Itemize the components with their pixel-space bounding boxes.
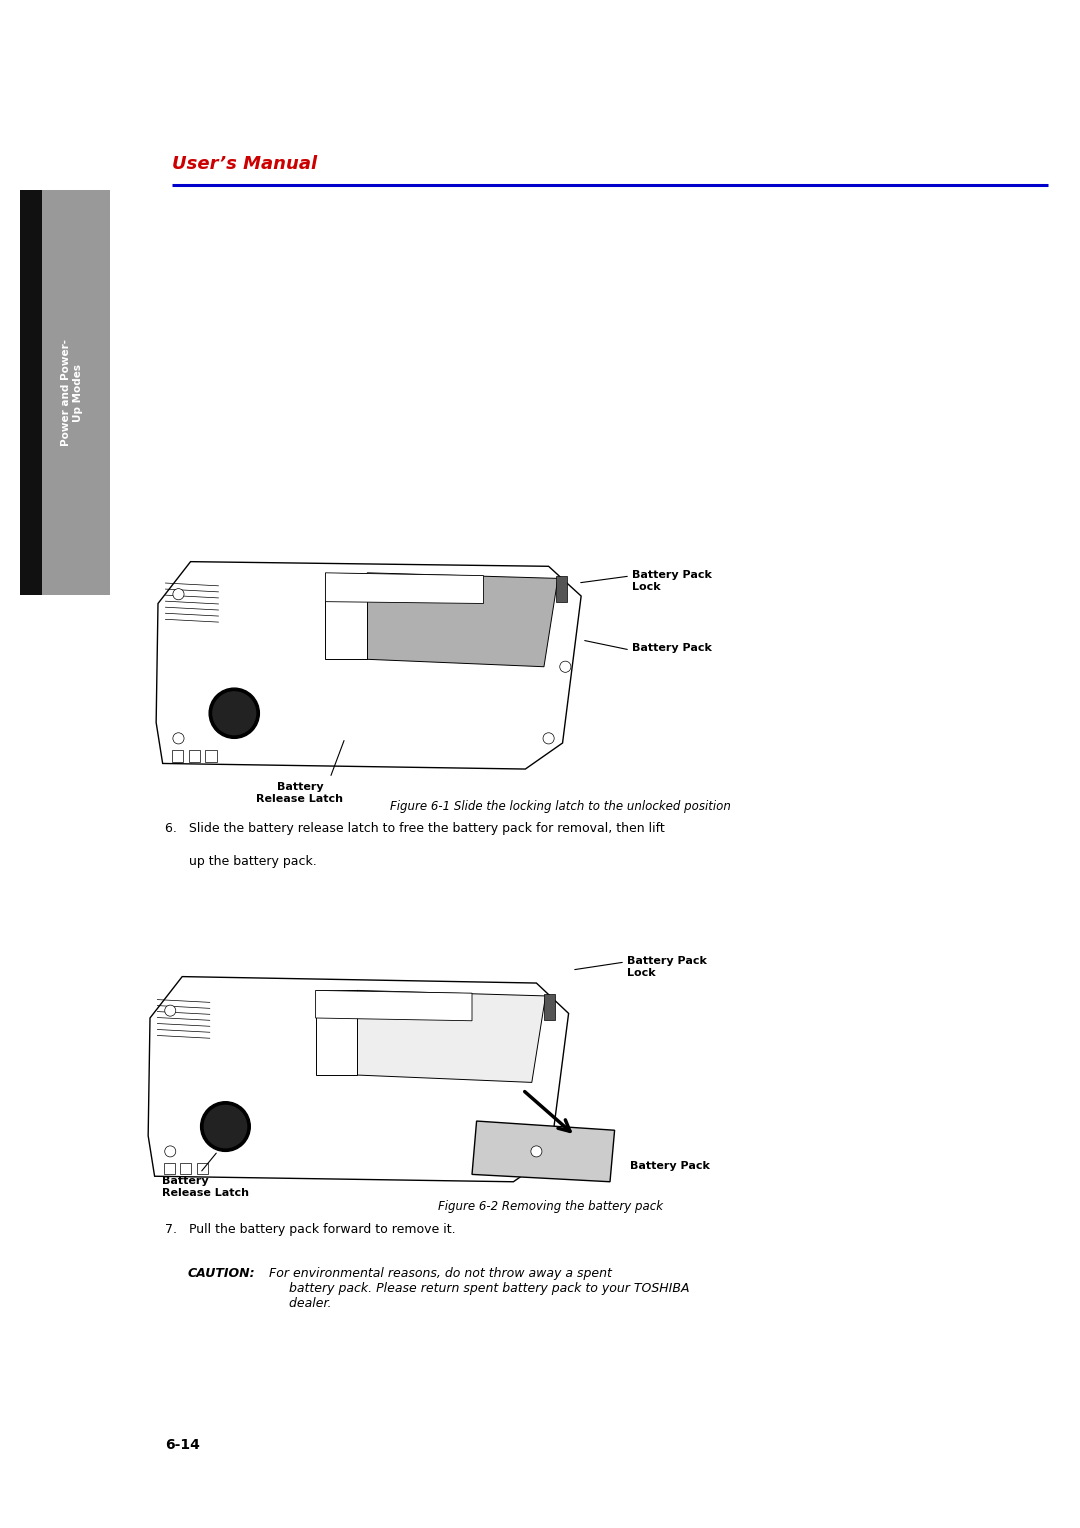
Text: Battery Pack: Battery Pack [632,643,712,652]
Text: Battery Pack
Lock: Battery Pack Lock [627,957,707,978]
Text: Battery
Release Latch: Battery Release Latch [162,1177,249,1198]
Text: Figure 6-1 Slide the locking latch to the unlocked position: Figure 6-1 Slide the locking latch to th… [390,801,730,813]
Text: Battery Pack
Lock: Battery Pack Lock [632,570,712,591]
Text: 6.   Slide the battery release latch to free the battery pack for removal, then : 6. Slide the battery release latch to fr… [165,822,665,834]
Bar [180,1163,191,1175]
Circle shape [531,1146,542,1157]
Circle shape [559,662,571,672]
Text: Figure 6-2 Removing the battery pack: Figure 6-2 Removing the battery pack [437,1199,662,1213]
Text: Battery
Release Latch: Battery Release Latch [257,782,343,804]
Circle shape [165,1146,176,1157]
Text: 7.   Pull the battery pack forward to remove it.: 7. Pull the battery pack forward to remo… [165,1222,456,1236]
Bar [21,189,42,594]
Circle shape [204,1105,246,1148]
Text: CAUTION:: CAUTION: [188,1267,256,1280]
Text: Battery Pack: Battery Pack [630,1161,710,1170]
Bar [164,1163,175,1175]
Polygon shape [325,573,484,604]
Bar [205,750,217,761]
Polygon shape [157,562,581,769]
Polygon shape [325,573,367,659]
Polygon shape [367,573,558,666]
Polygon shape [472,1122,615,1181]
Circle shape [173,588,184,601]
Bar [189,750,200,761]
Bar [556,576,567,602]
Polygon shape [148,976,568,1181]
Text: Power and Power-
Up Modes: Power and Power- Up Modes [62,339,83,446]
Text: For environmental reasons, do not throw away a spent
      battery pack. Please : For environmental reasons, do not throw … [265,1267,689,1309]
Text: User’s Manual: User’s Manual [172,154,318,173]
Bar [21,189,110,594]
Circle shape [201,1102,251,1152]
Polygon shape [315,990,472,1021]
Circle shape [213,692,256,735]
Polygon shape [315,990,357,1076]
Circle shape [210,688,259,738]
Bar [172,750,184,761]
Circle shape [165,1005,176,1016]
Text: 6-14: 6-14 [165,1438,200,1452]
Circle shape [543,733,554,744]
Circle shape [173,733,184,744]
Polygon shape [357,990,545,1082]
Bar [197,1163,208,1175]
Text: up the battery pack.: up the battery pack. [165,856,316,868]
Bar [543,995,555,1019]
